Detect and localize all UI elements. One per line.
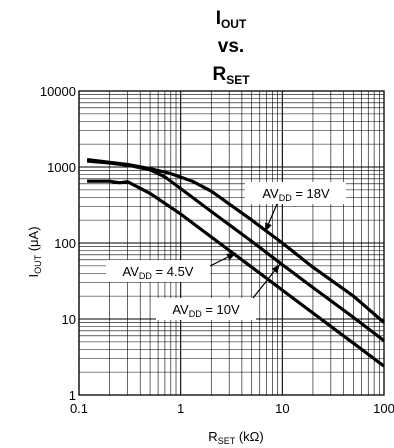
- y-tick-label: 1: [69, 388, 76, 403]
- annotation-text: AVDD = 10V: [172, 302, 240, 319]
- series-lines: [86, 158, 386, 368]
- series-annotation-1: AVDD = 18V: [245, 182, 346, 233]
- series-line-3: [87, 179, 385, 368]
- series-annotation-2: AVDD = 10V: [156, 263, 281, 320]
- annotation-arrowhead: [271, 264, 280, 274]
- y-tick-label: 1000: [47, 160, 76, 175]
- title-line-2: vs.: [218, 36, 244, 57]
- annotation-backdrop: [156, 298, 256, 320]
- annotation-backdrop: [106, 260, 210, 282]
- x-tick-label: 1: [177, 401, 184, 416]
- annotation-backdrop: [245, 182, 346, 204]
- chart-title: IOUT vs. RSET: [212, 8, 250, 87]
- x-tick-label: 0.1: [70, 401, 88, 416]
- x-tick-label: 10: [275, 401, 289, 416]
- title-line-3: RSET: [212, 64, 250, 87]
- x-tick-label: 100: [373, 401, 394, 416]
- y-tick-label: 10: [62, 312, 76, 327]
- y-tick-label: 10000: [40, 84, 76, 99]
- annotation-arrowhead: [226, 253, 236, 261]
- series-line-2: [86, 159, 385, 342]
- title-line-1: IOUT: [216, 8, 247, 31]
- x-axis-label: RSET (kΩ): [208, 429, 263, 446]
- y-axis-label: IOUT (μA): [26, 226, 43, 277]
- annotation-arrowhead: [265, 222, 272, 232]
- annotation-text: AVDD = 4.5V: [123, 264, 194, 281]
- series-annotation-3: AVDD = 4.5V: [106, 252, 237, 282]
- y-tick-label: 100: [54, 236, 76, 251]
- plot-frame: [78, 90, 385, 396]
- series-annotations: AVDD = 18V AVDD = 10V AVDD = 4.5V: [106, 182, 346, 320]
- plot-grid: [78, 90, 385, 396]
- annotation-text: AVDD = 18V: [262, 186, 330, 203]
